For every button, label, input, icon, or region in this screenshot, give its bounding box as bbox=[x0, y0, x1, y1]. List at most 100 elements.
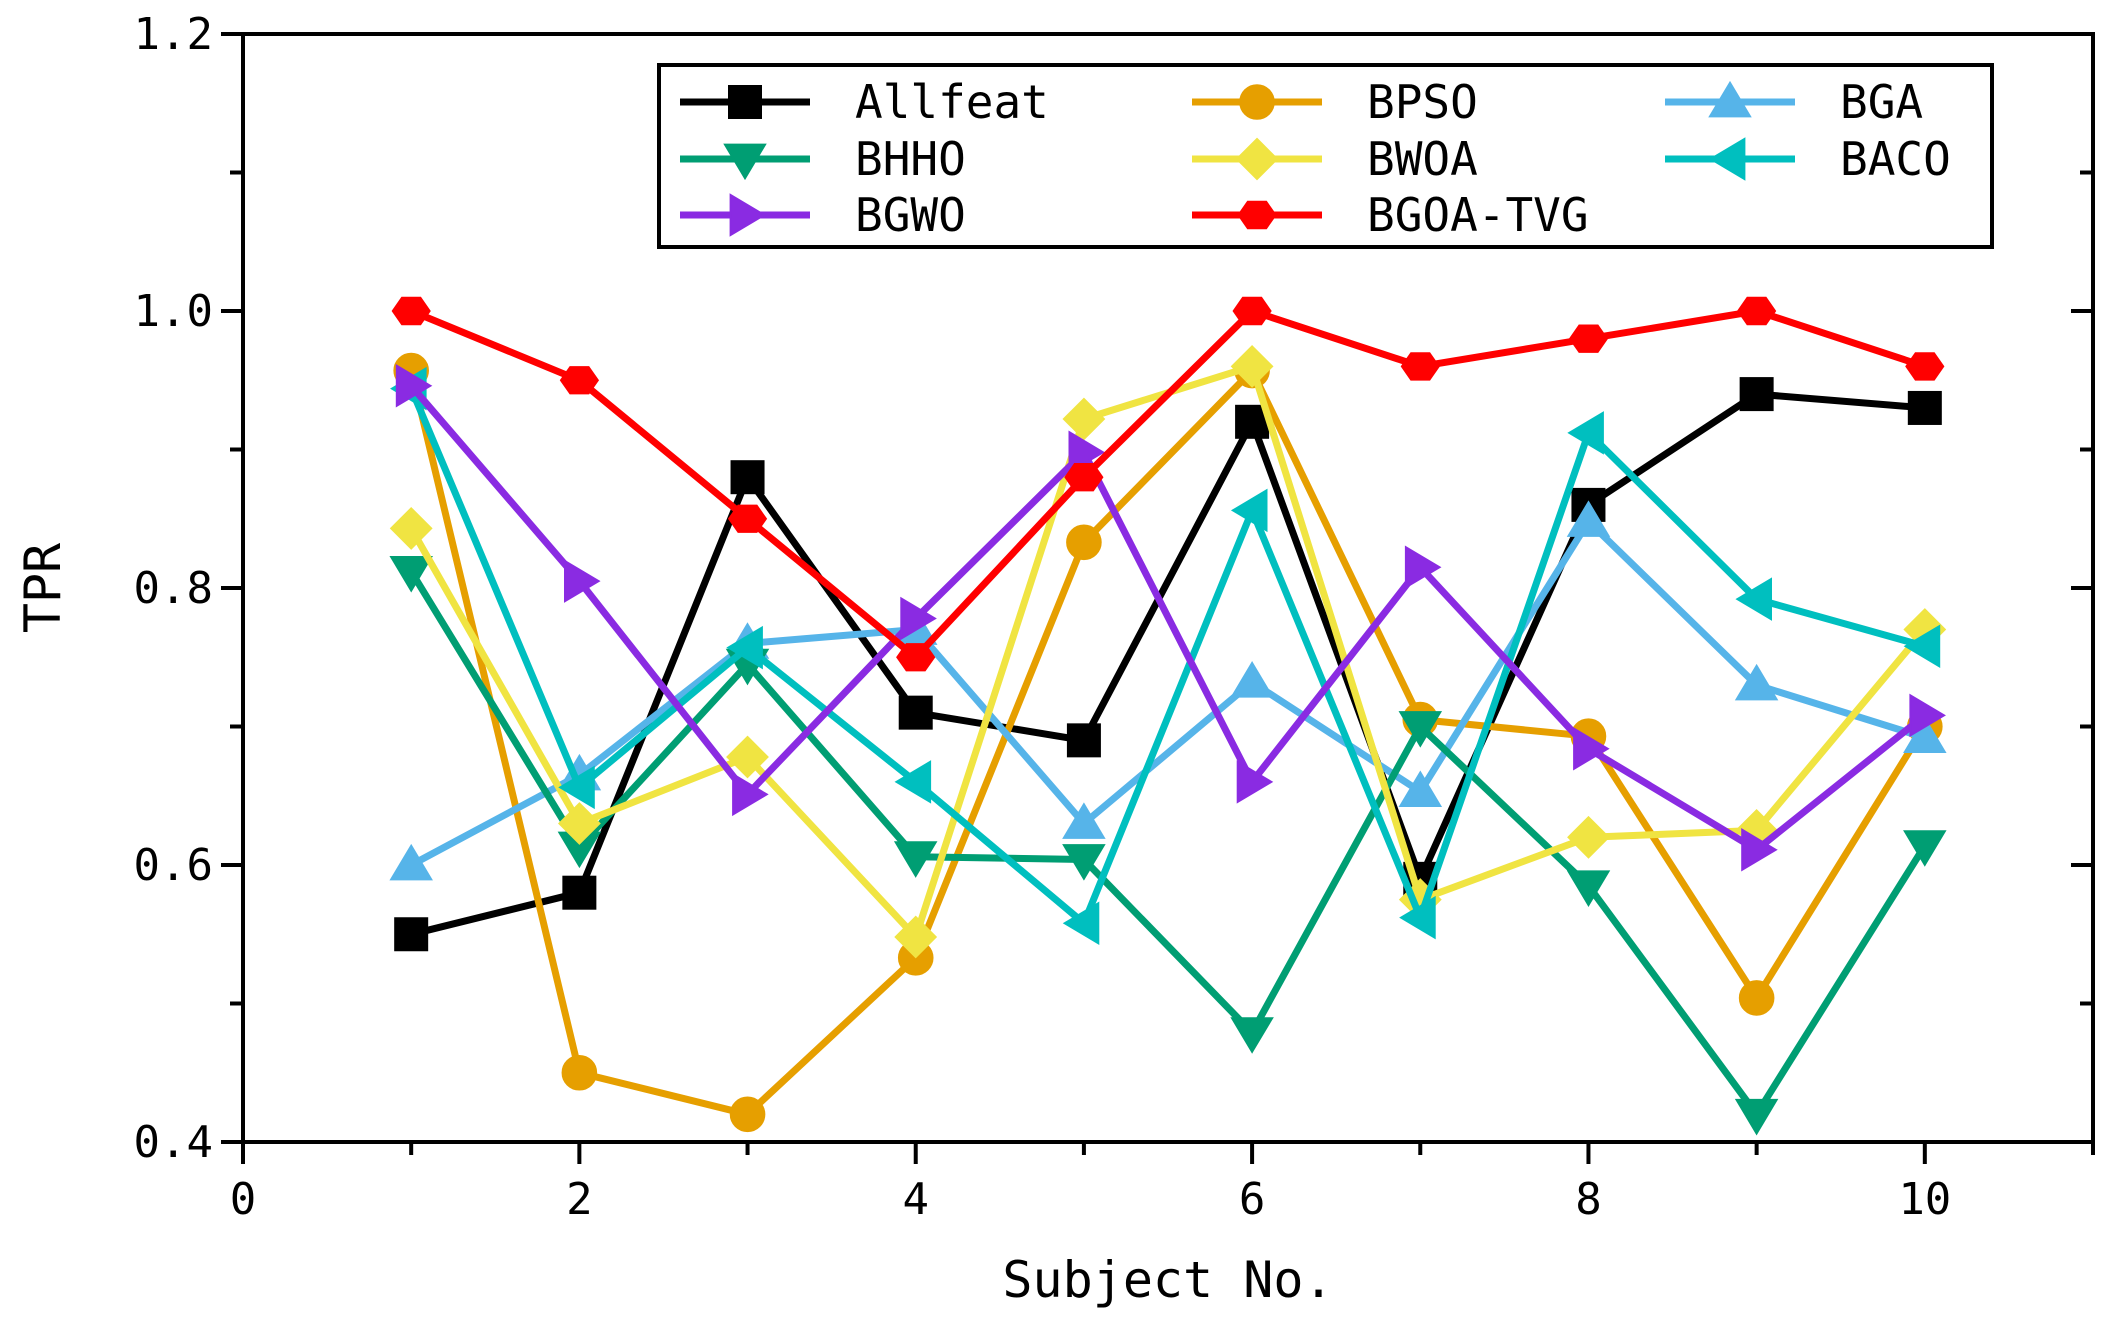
series-bgoa-tvg bbox=[391, 296, 1945, 672]
data-point bbox=[1232, 296, 1272, 326]
data-point bbox=[1062, 844, 1106, 881]
data-point bbox=[726, 625, 763, 670]
y-tick-label: 0.6 bbox=[134, 840, 213, 891]
series-line bbox=[409, 518, 1926, 869]
data-point bbox=[1064, 463, 1104, 492]
legend-marker bbox=[1235, 137, 1279, 181]
legend: Allfeat BPSO BGA BHHO BWOA BACO BGWO BGOA-TVG bbox=[657, 63, 1994, 249]
legend-label: Allfeat bbox=[855, 75, 1049, 129]
data-point bbox=[1573, 726, 1610, 771]
data-point bbox=[1736, 296, 1777, 326]
data-point bbox=[1062, 802, 1106, 839]
y-axis-title: TPR bbox=[14, 542, 72, 633]
series-line bbox=[408, 569, 1928, 1118]
legend-entry: BGWO bbox=[680, 188, 966, 242]
legend-entry: BGA bbox=[1665, 75, 1923, 129]
data-point bbox=[1566, 500, 1611, 537]
legend-entry: BACO bbox=[1665, 132, 1951, 186]
data-point bbox=[1399, 895, 1436, 940]
legend-entry: Allfeat bbox=[680, 75, 1049, 129]
data-point bbox=[1566, 870, 1611, 907]
data-point bbox=[1907, 390, 1942, 425]
legend-marker bbox=[723, 143, 767, 181]
y-tick-label: 1.0 bbox=[134, 286, 213, 337]
data-point bbox=[729, 1096, 766, 1133]
series-line bbox=[407, 387, 1926, 927]
data-point bbox=[1066, 723, 1101, 758]
data-point bbox=[389, 506, 433, 550]
legend-label: BGWO bbox=[855, 188, 966, 242]
data-point bbox=[1567, 815, 1610, 859]
legend-marker bbox=[1239, 84, 1275, 120]
data-point bbox=[1903, 716, 1947, 753]
data-point bbox=[1404, 545, 1442, 589]
y-tick-label: 1.2 bbox=[134, 9, 213, 60]
data-point bbox=[1230, 1017, 1274, 1054]
data-point bbox=[391, 296, 431, 326]
data-point bbox=[389, 556, 433, 593]
x-tick-label: 4 bbox=[902, 1174, 929, 1225]
data-point bbox=[1062, 397, 1106, 441]
legend-label: BHHO bbox=[855, 132, 966, 186]
data-point bbox=[898, 695, 933, 730]
data-point bbox=[1398, 711, 1443, 748]
x-tick-label: 8 bbox=[1575, 1174, 1602, 1225]
legend-label: BACO bbox=[1840, 132, 1951, 186]
data-point bbox=[1230, 661, 1274, 698]
data-point bbox=[1909, 693, 1946, 738]
data-point bbox=[727, 504, 768, 533]
data-point bbox=[1230, 488, 1268, 533]
legend-marker bbox=[729, 193, 767, 237]
data-point bbox=[395, 364, 433, 408]
data-point bbox=[894, 915, 938, 959]
legend-marker bbox=[1708, 137, 1746, 181]
data-point bbox=[561, 1054, 598, 1091]
data-point bbox=[1905, 352, 1945, 381]
legend-entry: BPSO bbox=[1192, 75, 1478, 129]
data-point bbox=[1734, 663, 1779, 701]
data-point bbox=[894, 760, 932, 804]
data-point bbox=[1903, 830, 1947, 867]
data-point bbox=[1903, 624, 1941, 668]
y-tick-label: 0.4 bbox=[134, 1117, 213, 1168]
legend-label: BGA bbox=[1840, 75, 1923, 129]
data-point bbox=[730, 460, 765, 495]
data-point bbox=[394, 917, 429, 952]
data-point bbox=[1567, 411, 1604, 455]
data-point bbox=[1400, 352, 1440, 381]
legend-entry: BHHO bbox=[680, 132, 966, 186]
data-point bbox=[562, 875, 597, 910]
legend-entry: BGOA-TVG bbox=[1192, 188, 1589, 242]
data-point bbox=[1236, 760, 1274, 804]
data-point bbox=[1739, 377, 1774, 412]
data-point bbox=[726, 735, 769, 779]
data-point bbox=[559, 366, 600, 395]
y-tick-label: 0.8 bbox=[134, 563, 213, 614]
series-bhho bbox=[389, 556, 1947, 1136]
x-tick-label: 2 bbox=[566, 1174, 593, 1225]
data-point bbox=[1066, 524, 1102, 561]
data-point bbox=[1734, 1098, 1779, 1136]
legend-label: BWOA bbox=[1367, 132, 1478, 186]
series-line bbox=[407, 367, 1928, 1118]
data-point bbox=[732, 772, 769, 817]
series-line bbox=[408, 383, 1927, 854]
axes: 0 2 4 6 8 10 0.4 0.6 0.8 1.0 1.2 Subject No. TPR bbox=[14, 9, 2095, 1309]
legend-entry: BWOA bbox=[1192, 132, 1478, 186]
x-tick-label: 0 bbox=[230, 1174, 257, 1225]
data-point bbox=[389, 843, 433, 881]
data-point bbox=[1398, 770, 1443, 807]
data-point bbox=[1568, 324, 1609, 353]
legend-label: BGOA-TVG bbox=[1367, 188, 1589, 242]
series-bwoa bbox=[389, 344, 1947, 959]
x-tick-label: 10 bbox=[1898, 1174, 1951, 1225]
data-point bbox=[557, 802, 601, 845]
data-point bbox=[1068, 430, 1106, 475]
data-point bbox=[900, 596, 937, 641]
data-point bbox=[1230, 344, 1274, 388]
legend-marker bbox=[1708, 80, 1752, 118]
data-point bbox=[896, 643, 936, 672]
data-point bbox=[893, 841, 938, 878]
data-point bbox=[564, 559, 601, 603]
